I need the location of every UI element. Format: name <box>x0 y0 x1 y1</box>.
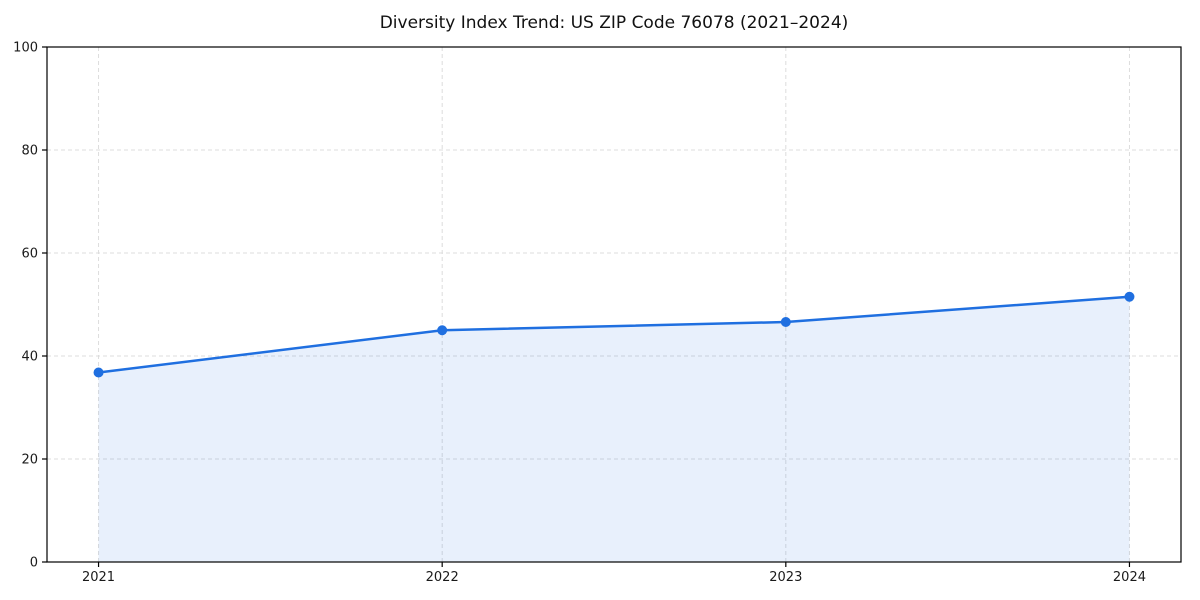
y-axis-tick-label: 40 <box>21 350 38 365</box>
chart-title: Diversity Index Trend: US ZIP Code 76078… <box>379 13 849 33</box>
area-fill <box>98 296 1130 562</box>
plot-border <box>46 46 1182 563</box>
y-axis-tick-label: 0 <box>30 556 38 571</box>
data-point <box>93 367 104 378</box>
trend-line <box>97 295 1131 374</box>
data-point <box>780 317 791 328</box>
data-point <box>437 325 448 336</box>
y-axis-tick-label: 20 <box>21 453 38 468</box>
x-axis-tick-label: 2022 <box>426 570 459 585</box>
x-axis-tick-label: 2023 <box>769 570 802 585</box>
x-axis-tick-label: 2021 <box>82 570 115 585</box>
y-axis-tick-label: 80 <box>21 144 38 159</box>
x-axis-tick-label: 2024 <box>1113 570 1146 585</box>
y-axis-tick-label: 60 <box>21 247 38 262</box>
y-axis-tick-label: 100 <box>13 41 38 56</box>
data-point <box>1124 291 1135 302</box>
